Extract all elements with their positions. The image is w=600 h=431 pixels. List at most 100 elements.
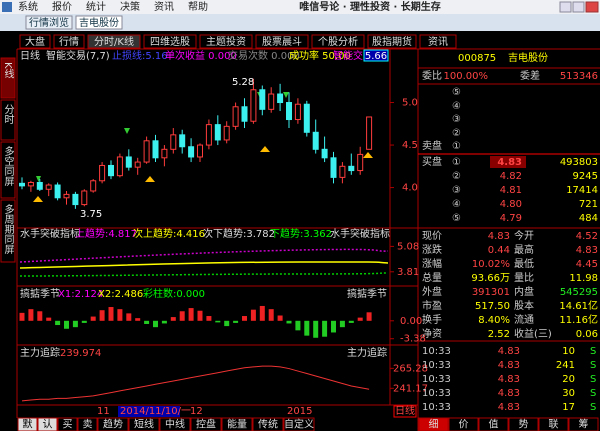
y-tick-label: 0.00	[400, 316, 422, 327]
nav-tab[interactable]	[143, 34, 197, 49]
nav-tab[interactable]	[419, 34, 457, 49]
bottom-tab[interactable]	[77, 417, 98, 431]
y-tick-label: 5.08	[397, 241, 419, 252]
high-price-label: 5.28	[232, 77, 254, 88]
season-bar	[357, 317, 363, 321]
stat-cell: 0.44	[488, 245, 510, 256]
candle-body	[27, 181, 34, 187]
quote-tab-label: 联	[549, 419, 559, 431]
candle-body	[268, 93, 275, 110]
ratio-cell: 委差	[520, 69, 540, 82]
stat-cell: 外盘	[422, 285, 442, 298]
date-label: 2015	[287, 406, 312, 417]
tracking-value-label: 239.974	[60, 348, 101, 359]
bottom-tab-label: 传统	[258, 418, 278, 431]
close-button[interactable]	[585, 1, 599, 13]
nav-tab[interactable]	[87, 34, 141, 49]
candle-body	[90, 180, 97, 192]
nav-tab[interactable]	[53, 34, 85, 49]
buy-level-cell: ⑤	[452, 213, 461, 224]
app-icon	[2, 2, 12, 12]
candle-body	[366, 116, 373, 150]
signal-arrows	[33, 92, 373, 202]
maximize-button[interactable]	[572, 1, 585, 13]
bottom-tab-label: 卖	[83, 419, 93, 431]
bottom-tab-label: 默	[23, 419, 33, 431]
season-bar	[72, 320, 78, 328]
side-tab[interactable]	[0, 141, 16, 199]
candle-body	[277, 93, 284, 104]
stat-cell: 4.83	[488, 231, 510, 242]
quote-tab[interactable]	[478, 417, 509, 431]
bottom-tab[interactable]	[17, 417, 38, 431]
window-tab-label: 吉电股份	[79, 16, 119, 29]
bottom-tab[interactable]	[57, 417, 78, 431]
bottom-tab[interactable]	[128, 417, 160, 431]
candle-body	[99, 164, 106, 182]
side-tab[interactable]	[0, 57, 16, 99]
candle-body	[54, 184, 61, 199]
menu-item: 统计	[86, 0, 106, 13]
candle-body	[321, 148, 328, 159]
tick-cell: S	[590, 402, 596, 413]
nav-tab[interactable]	[19, 34, 51, 49]
nav-tab[interactable]	[367, 34, 417, 49]
candle-body	[241, 106, 248, 122]
buy-level-cell: 17414	[566, 185, 598, 196]
season-bar	[135, 318, 141, 321]
nav-tab[interactable]	[199, 34, 253, 49]
candle-body	[303, 103, 310, 133]
tick-cell: 10:33	[422, 374, 451, 385]
candle-body	[45, 184, 52, 190]
side-tab[interactable]	[0, 199, 16, 263]
nav-tab[interactable]	[255, 34, 309, 49]
window-tab[interactable]	[25, 15, 73, 30]
candle-body	[223, 125, 230, 141]
nav-tab-label: 大盘	[25, 35, 45, 48]
sailor-sub-down: 次下趋势:3.782	[203, 227, 275, 240]
price-box-label: 5.66	[365, 51, 387, 62]
season-bar	[161, 320, 167, 324]
bottom-tab[interactable]	[283, 417, 315, 431]
minimize-button[interactable]	[559, 1, 572, 13]
candle-body	[125, 156, 132, 168]
chart-header-signal: 智能交易	[333, 49, 373, 62]
window-tab[interactable]	[75, 15, 123, 30]
candle-body	[161, 148, 168, 159]
stat-cell: 总量	[422, 271, 442, 284]
price-box	[363, 49, 389, 62]
season-bar	[233, 320, 239, 323]
bottom-tab[interactable]	[159, 417, 191, 431]
season-bar	[37, 311, 43, 321]
buy-level-cell: 4.82	[500, 171, 522, 182]
season-bar	[188, 308, 194, 321]
quote-tab[interactable]	[448, 417, 479, 431]
bottom-tab[interactable]	[221, 417, 253, 431]
stat-cell: 93.66万	[471, 273, 510, 284]
quote-tab[interactable]	[568, 417, 599, 431]
nav-tab[interactable]	[311, 34, 365, 49]
season-bar	[28, 309, 34, 321]
season-bar	[206, 316, 212, 321]
bottom-tab-label: 买	[63, 419, 73, 431]
bottom-tab[interactable]	[37, 417, 58, 431]
sell-level: ③	[452, 114, 461, 125]
quote-tab[interactable]	[508, 417, 539, 431]
sailor-name-right: 水手突破指标	[330, 227, 390, 240]
bottom-tab[interactable]	[252, 417, 284, 431]
candle-body	[19, 182, 25, 187]
season-bar	[153, 320, 158, 328]
quote-tab[interactable]	[538, 417, 569, 431]
side-tab[interactable]	[0, 99, 16, 141]
chart-header-stop-line: 止损线:5.16	[112, 49, 168, 62]
tick-cell: 4.83	[498, 374, 520, 385]
tracking-line	[21, 365, 370, 402]
quote-tab[interactable]	[418, 417, 449, 431]
bottom-tab[interactable]	[190, 417, 222, 431]
bottom-tab[interactable]	[97, 417, 129, 431]
panel-borders	[16, 48, 600, 431]
window-tab-bar	[0, 14, 600, 31]
tick-cell: S	[590, 346, 596, 357]
tick-cell: 10	[562, 346, 575, 357]
